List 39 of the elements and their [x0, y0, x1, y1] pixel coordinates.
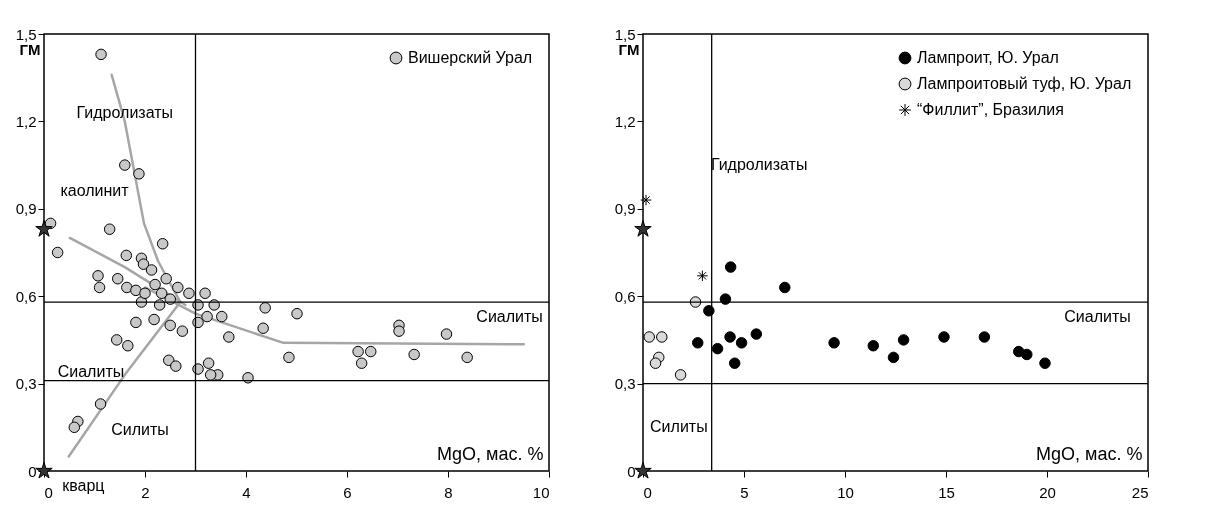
x-tick-label: 2 [141, 483, 150, 501]
x-tick-label: 0 [44, 483, 53, 501]
y-tick-label: 1,5 [614, 25, 636, 43]
y-tick-label: 1,2 [15, 112, 37, 130]
x-tick-label: 25 [1131, 483, 1149, 501]
y-tick-label: 0 [627, 462, 636, 480]
x-tick-label: 6 [343, 483, 352, 501]
y-tick-label: 0,6 [15, 287, 37, 305]
annotation: Гидролизаты [710, 156, 808, 174]
y-tick-label: 0,3 [15, 375, 37, 393]
legend-label: Лампроитовый туф, Ю. Урал [917, 75, 1132, 92]
x-tick-label: 0 [643, 483, 652, 501]
annotation: Силиты [650, 418, 708, 436]
text: кварц [62, 477, 105, 495]
annotation: Силиты [111, 421, 169, 439]
y-tick-label: 1,2 [614, 112, 636, 130]
y-tick-label: 0,6 [614, 287, 636, 305]
x-tick-label: 10 [837, 483, 854, 501]
y-tick-label: 0,9 [614, 200, 636, 218]
y-tick-label: 1,5 [15, 25, 37, 43]
x-tick-label: 15 [938, 483, 955, 501]
annotation: Сиалиты [1064, 307, 1131, 325]
annotation: каолинит [60, 182, 130, 200]
annotation: Гидролизаты [76, 103, 174, 121]
y-tick-label: 0,9 [15, 200, 37, 218]
x-tick-label: 10 [532, 483, 550, 501]
y-tick-label: 0,3 [614, 375, 636, 393]
x-axis-title: MgO, мас. % [437, 443, 544, 464]
y-tick-label: 0 [28, 462, 37, 480]
x-tick-label: 8 [444, 483, 453, 501]
annotation: Сиалиты [57, 362, 125, 380]
legend-label: “Филлит”, Бразилия [917, 101, 1064, 118]
x-tick-label: 4 [242, 483, 251, 501]
annotation: Сиалиты [476, 307, 543, 325]
legend-label: Вишерский Урал [408, 49, 533, 66]
x-tick-label: 5 [740, 483, 749, 501]
legend-label: Лампроит, Ю. Урал [917, 49, 1059, 66]
x-tick-label: 20 [1039, 483, 1056, 501]
x-axis-title: MgO, мас. % [1036, 443, 1143, 464]
